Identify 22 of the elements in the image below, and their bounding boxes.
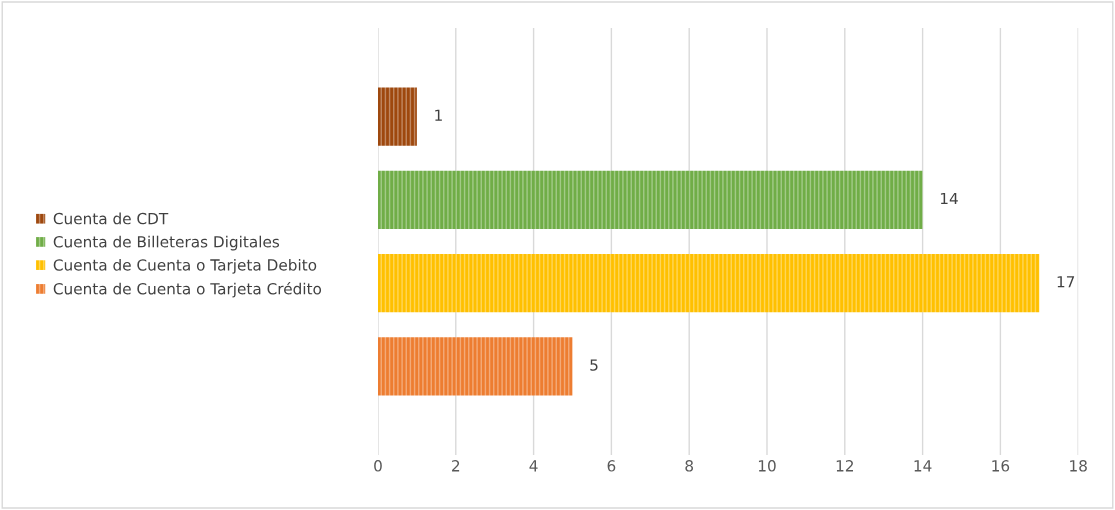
x-tick-label: 6 [607, 460, 616, 472]
x-tick-label: 18 [1070, 460, 1087, 472]
legend-label: Cuenta de Cuenta o Tarjeta Debito [53, 258, 317, 274]
data-label: 14 [940, 192, 958, 205]
legend-label: Cuenta de Billeteras Digitales [53, 235, 280, 251]
x-tick-label: 10 [758, 460, 776, 472]
x-tick-label: 8 [685, 460, 694, 472]
legend-label: Cuenta de CDT [53, 212, 169, 225]
x-tick-label: 2 [452, 460, 460, 472]
x-tick-label: 14 [914, 460, 932, 472]
bar [377, 253, 1040, 313]
data-label: 1 [435, 109, 442, 121]
data-label: 5 [590, 359, 598, 371]
x-tick-label: 12 [836, 460, 853, 472]
x-tick-label: 0 [374, 460, 382, 472]
bar [377, 87, 417, 146]
x-tick-label: 16 [992, 460, 1010, 472]
x-tick-label: 4 [529, 460, 538, 472]
legend-label: Cuenta de Cuenta o Tarjeta Crédito [53, 282, 322, 298]
data-label: 17 [1057, 276, 1075, 288]
bar [377, 337, 573, 396]
bar [377, 170, 923, 229]
